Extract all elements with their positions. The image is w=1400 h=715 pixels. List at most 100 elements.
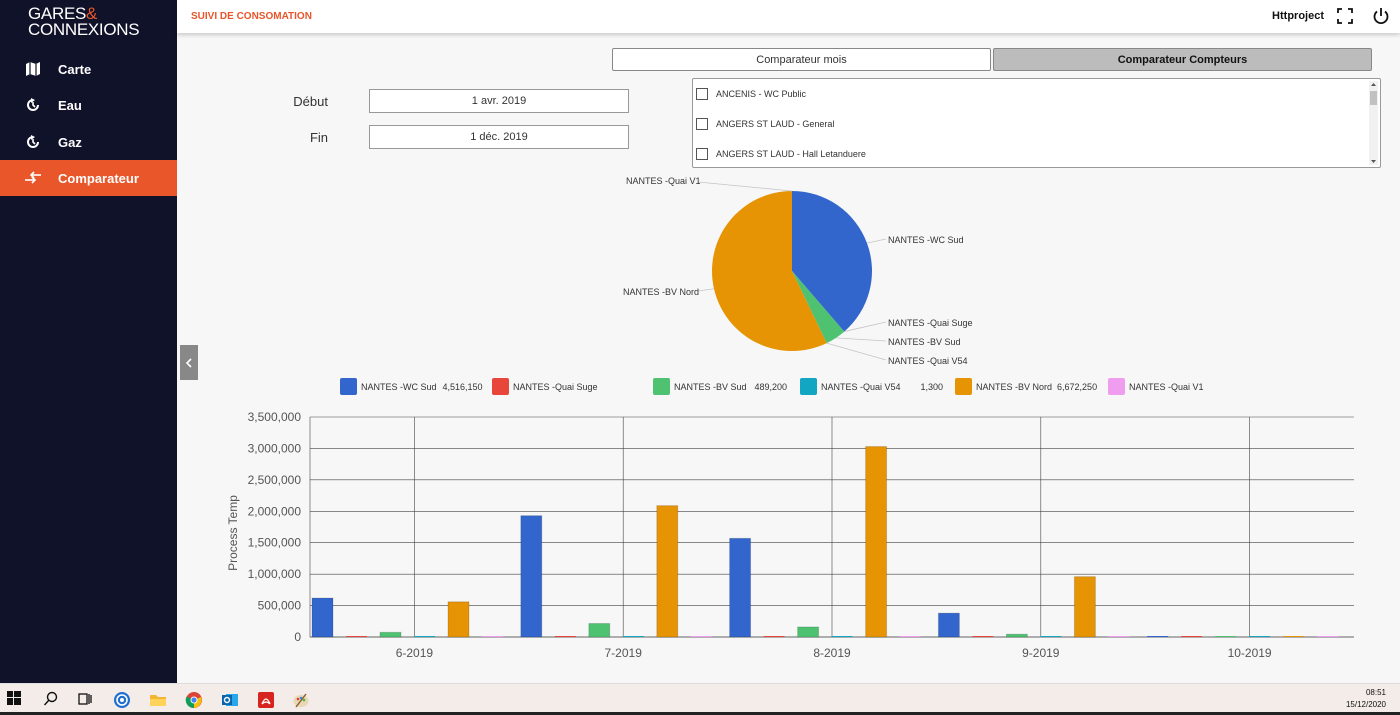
pie-label-bv-nord: NANTES -BV Nord <box>623 287 699 297</box>
legend-item-quai-v1[interactable]: NANTES -Quai V1 <box>1108 377 1204 396</box>
bar-chart: 0 500,000 1,000,000 1,500,000 2,000,000 2,500… <box>226 410 1354 660</box>
pie-slice[interactable] <box>792 191 872 332</box>
bar[interactable] <box>690 636 712 637</box>
task-view-icon[interactable] <box>77 691 95 709</box>
bar[interactable] <box>414 636 435 637</box>
username: Httproject <box>1272 10 1324 22</box>
scrollbar[interactable] <box>1369 81 1378 165</box>
bar[interactable] <box>1108 636 1130 637</box>
bar[interactable] <box>1249 636 1271 637</box>
collapse-panel-button[interactable] <box>180 345 198 380</box>
bar[interactable] <box>1283 636 1305 637</box>
checkbox[interactable] <box>696 88 708 100</box>
clock-date: 15/12/2020 <box>1345 700 1386 709</box>
pie-slice[interactable] <box>712 191 827 351</box>
bar[interactable] <box>520 515 543 638</box>
bar[interactable] <box>1181 636 1203 637</box>
system-clock[interactable]: 08:51 15/12/2020 <box>1346 687 1386 711</box>
legend-swatch <box>492 378 509 395</box>
pie-leader-line <box>866 238 887 244</box>
start-label: Début <box>293 94 328 109</box>
x-tick-label: 7-2019 <box>605 646 643 660</box>
page-title: SUIVI DE CONSOMATION <box>191 11 312 22</box>
bar[interactable] <box>656 505 679 638</box>
clock-time: 08:51 <box>1365 688 1386 697</box>
bar[interactable] <box>831 636 853 637</box>
bar[interactable] <box>346 636 367 637</box>
sidebar-item-gaz[interactable]: Gaz <box>0 124 177 160</box>
bar[interactable] <box>588 622 611 638</box>
refresh-icon <box>24 133 42 151</box>
bar[interactable] <box>1073 576 1096 638</box>
chrome-icon[interactable] <box>185 691 203 709</box>
tab-comparateur-mois[interactable]: Comparateur mois <box>612 48 991 71</box>
bar[interactable] <box>1215 636 1237 637</box>
search-icon[interactable] <box>43 691 61 709</box>
bar[interactable] <box>899 636 921 637</box>
pie-slice[interactable] <box>792 271 827 344</box>
pie-leader-line <box>844 321 887 332</box>
bar[interactable] <box>763 636 785 637</box>
sidebar-item-carte[interactable]: Carte <box>0 51 177 87</box>
bar[interactable] <box>447 601 470 638</box>
chevron-left-icon <box>185 355 193 371</box>
checkbox[interactable] <box>696 148 708 160</box>
legend-item-wc-sud[interactable]: NANTES -WC Sud 4,516,150 <box>340 377 483 396</box>
legend-item-bv-nord[interactable]: NANTES -BV Nord 6,672,250 <box>955 377 1097 396</box>
sidebar-item-label: Comparateur <box>58 170 139 186</box>
pie-label-quai-v1: NANTES -Quai V1 <box>626 176 701 186</box>
checkbox[interactable] <box>696 118 708 130</box>
tab-comparateur-compteurs[interactable]: Comparateur Compteurs <box>993 48 1372 71</box>
y-tick-label: 2,500,000 <box>248 473 302 487</box>
bar[interactable] <box>1005 633 1028 638</box>
meter-checkbox-item[interactable]: ANGERS ST LAUD - General <box>696 115 834 133</box>
x-tick-label: 9-2019 <box>1022 646 1060 660</box>
sidebar-item-label: Eau <box>58 97 82 113</box>
end-label: Fin <box>309 130 328 145</box>
pie-label-quai-suge: NANTES -Quai Suge <box>888 318 973 328</box>
paint-icon[interactable] <box>292 691 310 709</box>
meter-checklist[interactable]: ANCENIS - WC Public ANGERS ST LAUD - Gen… <box>692 78 1381 168</box>
legend-item-bv-sud[interactable]: NANTES -BV Sud 489,200 <box>653 377 787 396</box>
legend-label: NANTES -Quai Suge <box>513 381 598 392</box>
end-date-input[interactable]: 1 déc. 2019 <box>369 125 629 149</box>
start-date-input[interactable]: 1 avr. 2019 <box>369 89 629 113</box>
legend-value: 1,300 <box>920 381 944 392</box>
bar[interactable] <box>311 597 334 638</box>
meter-checkbox-item[interactable]: ANGERS ST LAUD - Hall Letanduere <box>696 145 866 163</box>
map-icon <box>24 60 42 78</box>
outlook-icon[interactable] <box>221 691 239 709</box>
sidebar-item-eau[interactable]: Eau <box>0 87 177 123</box>
pie-slice[interactable] <box>792 271 845 344</box>
compare-arrows-icon <box>24 169 42 187</box>
pie-leader-line <box>826 342 887 361</box>
pdf-reader-icon[interactable] <box>257 691 275 709</box>
bar[interactable] <box>729 537 752 638</box>
legend-item-quai-suge[interactable]: NANTES -Quai Suge <box>492 377 598 396</box>
bar[interactable] <box>622 636 644 637</box>
meter-checkbox-item[interactable]: ANCENIS - WC Public <box>696 85 806 103</box>
bar[interactable] <box>797 626 820 638</box>
pie-leader-line <box>835 337 887 342</box>
bar[interactable] <box>1147 636 1169 637</box>
bar[interactable] <box>379 631 402 638</box>
sidebar-item-comparateur[interactable]: Comparateur <box>0 160 177 196</box>
meter-label: ANGERS ST LAUD - General <box>716 119 835 129</box>
legend-label: NANTES -WC Sud <box>361 381 437 392</box>
bar[interactable] <box>1317 636 1339 637</box>
bar[interactable] <box>1040 636 1062 637</box>
file-explorer-icon[interactable] <box>149 691 167 709</box>
app-logo: GARES& CONNEXIONS <box>28 4 140 39</box>
pie-leader-line <box>697 288 715 292</box>
bar[interactable] <box>554 636 576 637</box>
fullscreen-icon[interactable] <box>1336 7 1354 25</box>
bar[interactable] <box>865 446 888 638</box>
legend-item-quai-v54[interactable]: NANTES -Quai V54 1,300 <box>800 377 943 396</box>
legend-swatch <box>800 378 817 395</box>
app-icon[interactable] <box>113 691 131 709</box>
power-icon[interactable] <box>1372 7 1390 25</box>
bar[interactable] <box>482 636 503 637</box>
bar[interactable] <box>937 612 960 638</box>
windows-start-icon[interactable] <box>7 691 25 709</box>
bar[interactable] <box>972 636 994 637</box>
